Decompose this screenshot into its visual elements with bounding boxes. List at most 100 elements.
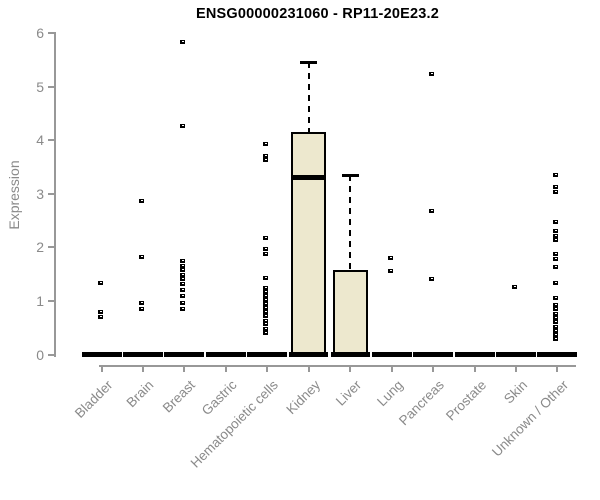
x-axis-tick <box>141 365 144 372</box>
x-tick-label: Prostate <box>442 377 489 424</box>
zero-bar <box>330 352 370 357</box>
outlier-point <box>263 235 269 240</box>
outlier-point <box>263 331 269 336</box>
outlier-point <box>263 314 269 319</box>
y-axis-tick <box>48 85 54 88</box>
outlier-point <box>263 298 269 303</box>
x-axis-tick <box>556 365 559 372</box>
outlier-point <box>263 310 269 315</box>
outlier-point <box>263 306 269 311</box>
outlier-point <box>263 276 269 281</box>
outlier-point <box>553 219 559 224</box>
outlier-point <box>429 209 435 214</box>
zero-bar <box>496 352 536 357</box>
x-axis-tick <box>307 365 310 372</box>
outlier-point <box>553 281 559 286</box>
whisker-cap <box>300 61 318 65</box>
x-axis-tick <box>432 365 435 372</box>
chart-title: ENSG00000231060 - RP11-20E23.2 <box>195 6 439 22</box>
median-line <box>291 175 327 181</box>
outlier-point <box>263 286 269 291</box>
outlier-point <box>138 307 144 312</box>
outlier-point <box>429 72 435 77</box>
zero-bar <box>371 352 412 357</box>
x-tick-label: Skin <box>500 377 531 407</box>
y-axis-tick <box>48 192 54 195</box>
outlier-point <box>138 301 144 306</box>
outlier-point <box>553 256 559 261</box>
outlier-point <box>263 252 269 257</box>
y-tick-label: 6 <box>36 25 44 42</box>
outlier-point <box>180 123 186 128</box>
outlier-point <box>263 294 269 299</box>
outlier-point <box>553 251 559 256</box>
zero-bar <box>413 352 454 357</box>
zero-bar <box>205 352 246 357</box>
x-axis-tick <box>100 365 103 372</box>
outlier-point <box>180 276 186 281</box>
x-tick-label: Breast <box>160 377 199 416</box>
y-tick-label: 4 <box>36 132 44 149</box>
outlier-point <box>387 268 393 273</box>
outlier-point <box>180 294 186 299</box>
zero-bar <box>164 352 205 357</box>
outlier-point <box>553 307 559 312</box>
y-axis-tick <box>48 246 54 249</box>
zero-bar <box>454 352 495 357</box>
outlier-point <box>387 255 393 260</box>
x-axis-tick <box>515 365 517 372</box>
outlier-point <box>263 153 269 158</box>
zero-bar <box>289 352 329 357</box>
outlier-point <box>553 229 559 234</box>
y-axis-tick <box>48 299 54 302</box>
x-tick-label: Liver <box>333 377 365 409</box>
outlier-point <box>512 284 517 289</box>
outlier-point <box>263 326 269 331</box>
x-tick-label: Kidney <box>283 377 323 418</box>
x-tick-label: Lung <box>373 377 406 410</box>
outlier-point <box>263 302 269 307</box>
y-axis-tick <box>48 353 54 356</box>
x-axis-tick <box>473 365 476 372</box>
outlier-point <box>180 268 186 273</box>
outlier-point <box>180 272 186 277</box>
x-tick-label: Gastric <box>198 377 240 419</box>
x-axis-line <box>99 365 576 367</box>
outlier-point <box>553 173 559 177</box>
outlier-point <box>553 328 559 333</box>
y-tick-label: 3 <box>36 185 44 202</box>
outlier-point <box>553 234 559 239</box>
outlier-point <box>553 316 559 321</box>
outlier-point <box>138 198 144 203</box>
x-tick-label: Unknown / Other <box>489 377 572 460</box>
outlier-point <box>553 324 559 329</box>
outlier-point <box>553 295 559 300</box>
whisker-cap <box>341 174 359 177</box>
outlier-point <box>263 318 269 323</box>
y-axis-tick <box>48 139 54 142</box>
outlier-point <box>180 264 186 269</box>
box <box>332 269 368 355</box>
outlier-point <box>263 142 269 147</box>
x-axis-tick <box>183 365 186 372</box>
whisker <box>307 62 310 133</box>
outlier-point <box>138 254 144 259</box>
x-tick-label: Brain <box>123 377 157 411</box>
y-tick-label: 5 <box>36 78 44 95</box>
x-tick-label: Bladder <box>71 377 115 421</box>
x-axis-tick <box>266 365 269 372</box>
outlier-point <box>180 288 186 293</box>
outlier-point <box>263 247 269 252</box>
y-axis-line <box>54 32 56 357</box>
outlier-point <box>180 282 186 287</box>
outlier-point <box>553 333 559 338</box>
outlier-point <box>180 300 186 305</box>
outlier-point <box>97 314 103 319</box>
y-axis-tick <box>48 32 54 35</box>
outlier-point <box>553 264 559 269</box>
y-tick-label: 0 <box>36 346 44 363</box>
outlier-point <box>180 307 186 312</box>
zero-bar <box>537 352 578 357</box>
box <box>291 132 327 355</box>
